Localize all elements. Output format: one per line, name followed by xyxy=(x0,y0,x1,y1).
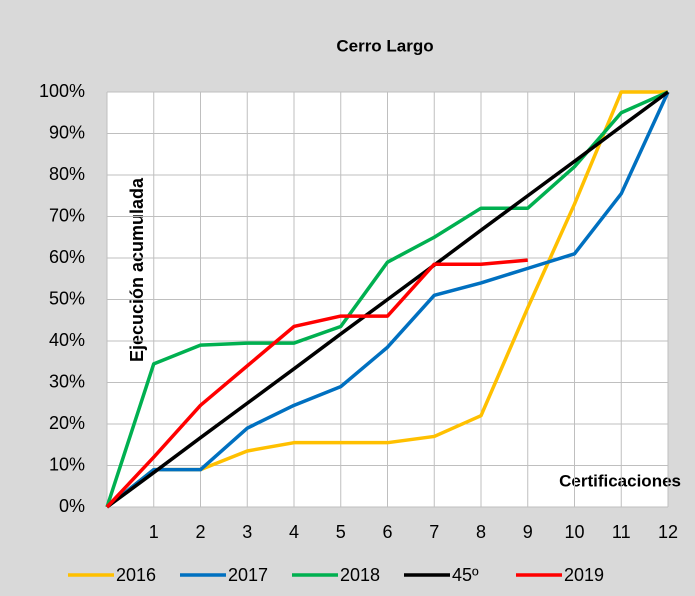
legend-label: 2019 xyxy=(564,565,604,585)
y-tick-label: 60% xyxy=(49,247,85,267)
legend-label: 2017 xyxy=(228,565,268,585)
y-tick-label: 100% xyxy=(39,81,85,101)
x-tick-label: 12 xyxy=(658,522,678,542)
x-tick-label: 11 xyxy=(612,522,631,542)
y-tick-label: 20% xyxy=(49,413,85,433)
y-tick-label: 30% xyxy=(49,371,85,391)
x-tick-label: 3 xyxy=(242,522,252,542)
y-tick-label: 40% xyxy=(49,330,85,350)
y-tick-label: 50% xyxy=(49,288,85,308)
y-tick-label: 90% xyxy=(49,122,85,142)
x-tick-label: 7 xyxy=(429,522,439,542)
x-tick-label: 6 xyxy=(382,522,392,542)
legend-label: 45º xyxy=(452,565,479,585)
x-tick-label: 1 xyxy=(149,522,159,542)
legend-label: 2016 xyxy=(116,565,156,585)
x-axis-label: Certificaciones xyxy=(559,471,681,490)
legend-label: 2018 xyxy=(340,565,380,585)
series-line xyxy=(105,258,528,509)
y-tick-label: 0% xyxy=(59,496,85,516)
series-line xyxy=(105,90,670,509)
series-line xyxy=(105,91,670,509)
x-tick-label: 8 xyxy=(476,522,486,542)
y-axis-label: Ejecución acumulada xyxy=(127,177,147,362)
x-tick-label: 4 xyxy=(289,522,299,542)
y-tick-label: 10% xyxy=(49,454,85,474)
y-tick-label: 70% xyxy=(49,205,85,225)
x-tick-label: 9 xyxy=(523,522,533,542)
x-tick-label: 10 xyxy=(564,522,584,542)
chart-title: Cerro Largo xyxy=(336,36,433,55)
series-line xyxy=(105,90,669,508)
x-tick-label: 5 xyxy=(336,522,346,542)
y-tick-label: 80% xyxy=(49,164,85,184)
x-tick-label: 2 xyxy=(195,522,205,542)
